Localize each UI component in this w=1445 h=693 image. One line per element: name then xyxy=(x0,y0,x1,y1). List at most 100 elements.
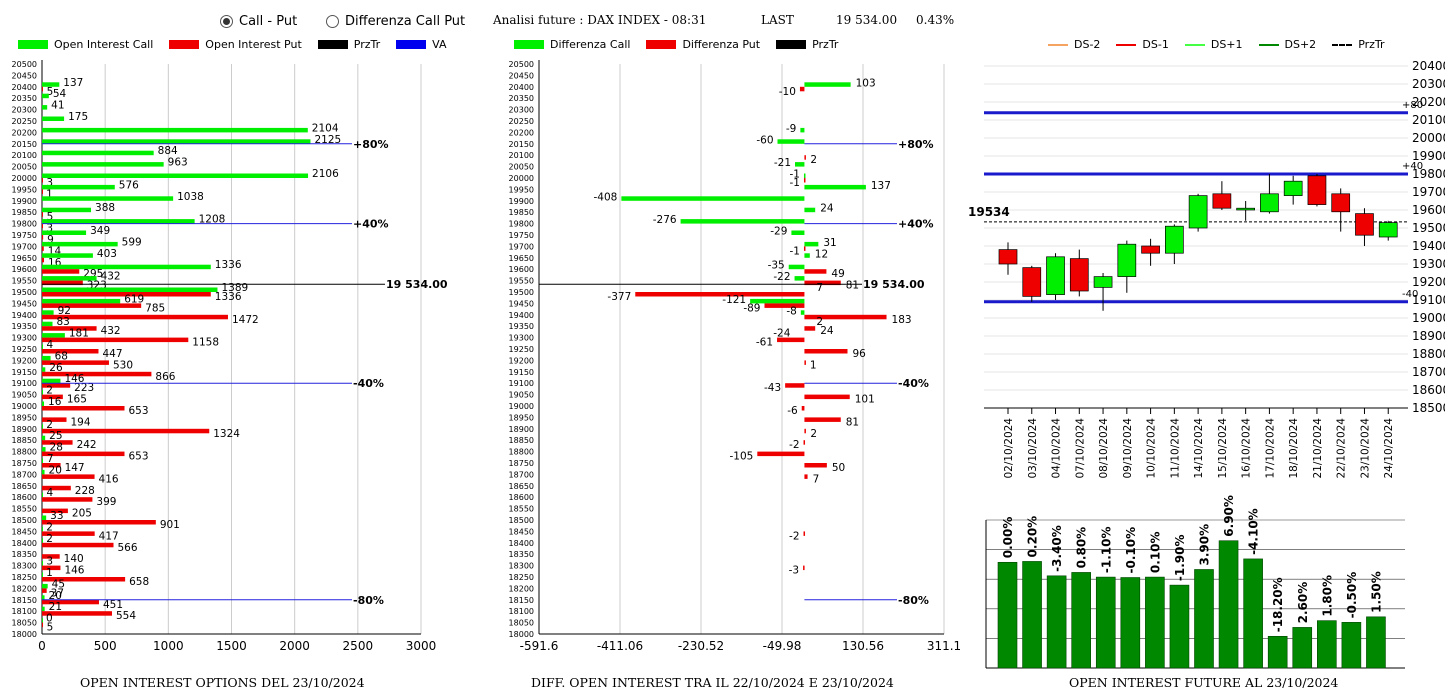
candle-body xyxy=(1188,195,1208,229)
y-tick-label: 19500 xyxy=(12,288,37,297)
y-tick-label: 18700 xyxy=(1412,365,1445,379)
bar-call xyxy=(42,492,43,498)
bar-put xyxy=(42,611,112,616)
y-tick-label: 19050 xyxy=(509,391,534,400)
radio-diff-indicator[interactable] xyxy=(326,15,339,28)
data-label-put: 417 xyxy=(99,530,119,542)
y-tick-label: 18250 xyxy=(509,573,534,582)
y-tick-label: 19650 xyxy=(12,254,37,263)
bar-diff-put-label: -10 xyxy=(779,86,796,98)
legend-item: Differenza Call xyxy=(514,38,630,51)
radio-call-put[interactable]: Call - Put xyxy=(220,14,297,29)
bar-put xyxy=(42,349,99,354)
bar-put xyxy=(42,463,61,468)
bar-diff-put xyxy=(804,326,816,331)
bar-diff-put xyxy=(803,178,806,183)
data-label-call: 28 xyxy=(50,442,63,454)
y-tick-label: 18100 xyxy=(12,607,37,616)
bar-diff-put xyxy=(804,314,887,320)
candle-body xyxy=(1378,222,1398,238)
x-tick-label: 08/10/2024 xyxy=(1098,418,1110,478)
bar-label: 6.90% xyxy=(1222,495,1236,537)
y-tick-label: 18000 xyxy=(509,630,534,639)
data-label-call: 4 xyxy=(47,487,54,499)
data-label-call: 388 xyxy=(95,202,115,214)
legend-oi: Open Interest Call Open Interest Put PrzTr… xyxy=(18,38,463,51)
bar-call xyxy=(42,298,121,304)
data-label-call: 3 xyxy=(46,556,53,568)
bar-diff-put xyxy=(804,280,841,286)
y-tick-label: 19200 xyxy=(12,356,37,365)
bar-diff-call-label: -408 xyxy=(594,191,618,203)
data-label-put: 399 xyxy=(96,496,116,508)
bar-call xyxy=(42,321,53,327)
data-label-put: 566 xyxy=(118,542,138,554)
legend-item: Open Interest Call xyxy=(18,38,153,51)
candle-body xyxy=(998,249,1018,265)
y-tick-label: 20000 xyxy=(12,174,37,183)
bar-label: -4.10% xyxy=(1247,508,1261,555)
candle-body xyxy=(1355,213,1374,236)
bar-diff-call-label: -121 xyxy=(722,294,746,306)
bar-diff-call-label: 137 xyxy=(871,180,891,192)
data-label-put: 3 xyxy=(46,223,53,235)
bar-label: 0.00% xyxy=(1001,517,1015,559)
radio-diff-call-put[interactable]: Differenza Call Put xyxy=(326,14,465,29)
bar-label: 2.60% xyxy=(1296,582,1310,624)
bar-call xyxy=(42,469,45,475)
radio-call-put-indicator[interactable] xyxy=(220,15,233,28)
bar-diff-put-label: -1 xyxy=(789,177,799,189)
x-tick-label: -591.6 xyxy=(520,639,559,653)
y-tick-label: 20050 xyxy=(12,163,37,172)
y-tick-label: 20000 xyxy=(1412,131,1445,145)
x-tick-label: 0 xyxy=(38,639,46,653)
bar-future-oi xyxy=(1366,616,1386,669)
bar-call xyxy=(42,207,92,213)
y-tick-label: 18050 xyxy=(12,619,37,628)
x-tick-label: 10/10/2024 xyxy=(1146,418,1158,478)
y-tick-label: 19500 xyxy=(1412,221,1445,235)
y-tick-label: 20300 xyxy=(12,106,37,115)
y-tick-label: 18500 xyxy=(509,516,534,525)
bar-diff-call-label: -60 xyxy=(756,134,773,146)
data-label-put: 5 xyxy=(47,86,54,98)
y-tick-label: 19250 xyxy=(509,345,534,354)
caption-mid: DIFF. OPEN INTEREST TRA IL 22/10/2024 E … xyxy=(531,675,894,690)
data-label-put: 530 xyxy=(113,359,133,371)
bar-call xyxy=(42,82,60,87)
y-tick-label: 18700 xyxy=(509,470,534,479)
data-label-call: 20 xyxy=(49,464,62,476)
bar-label: 0.20% xyxy=(1026,516,1040,558)
data-label-call: 175 xyxy=(68,111,88,123)
x-tick-label: -49.98 xyxy=(763,639,802,653)
y-tick-label: 18500 xyxy=(12,516,37,525)
y-tick-label: 20200 xyxy=(1412,95,1445,109)
legend-item: DS-1 xyxy=(1116,38,1169,51)
data-label-call: 68 xyxy=(55,350,68,362)
bar-diff-call xyxy=(804,241,819,247)
legend-label: Differenza Put xyxy=(682,38,761,51)
bar-diff-put-label: 1 xyxy=(810,359,817,371)
bar-future-oi xyxy=(1194,569,1214,669)
diff-open-interest-chart: -591.6 -411.06 -230.52 -49.98 130.56 311.1 205… xyxy=(509,60,960,653)
data-label-put: 165 xyxy=(67,394,87,406)
bar-put xyxy=(42,554,60,559)
data-label-call: 25 xyxy=(49,430,62,442)
bar-call xyxy=(42,127,308,133)
bar-put xyxy=(42,280,83,286)
x-tick-label: 02/10/2024 xyxy=(1003,418,1015,478)
bar-diff-call xyxy=(791,230,805,235)
bar-label: -0.10% xyxy=(1124,527,1138,574)
y-tick-label: 18950 xyxy=(12,413,37,422)
bar-call xyxy=(42,310,54,315)
y-tick-label: 20400 xyxy=(1412,59,1445,73)
bar-put xyxy=(42,235,44,240)
y-tick-label: 20200 xyxy=(509,128,534,137)
y-tick-label: 18800 xyxy=(12,448,37,457)
data-label-call: 963 xyxy=(168,157,188,169)
legend-item: DS+1 xyxy=(1184,38,1243,51)
price-line-label: 19534 xyxy=(968,205,1010,219)
legend-swatch xyxy=(1258,43,1279,46)
candle-body xyxy=(1236,207,1255,211)
bar-call xyxy=(42,401,45,406)
